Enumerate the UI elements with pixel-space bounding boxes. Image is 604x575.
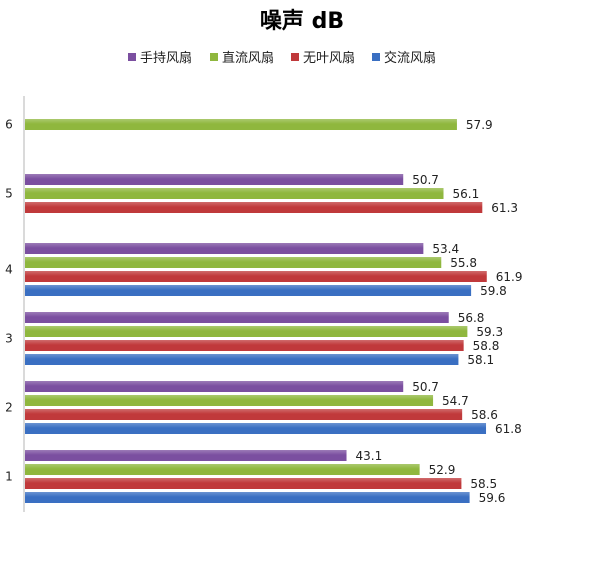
bar [25, 257, 442, 268]
y-tick-label: 2 [5, 401, 13, 415]
data-label: 50.7 [412, 173, 439, 187]
bar [25, 478, 462, 489]
bar [25, 271, 487, 282]
data-label: 59.8 [480, 284, 507, 298]
legend-swatch [128, 53, 136, 61]
bar [25, 464, 420, 475]
bar [25, 381, 404, 392]
data-label: 54.7 [442, 394, 469, 408]
y-tick-label: 1 [5, 470, 13, 484]
bar [25, 188, 444, 199]
y-tick-label: 5 [5, 187, 13, 201]
bar [25, 174, 404, 185]
y-tick-label: 3 [5, 332, 13, 346]
bar [25, 423, 487, 434]
data-label: 52.9 [429, 463, 456, 477]
legend-swatch [291, 53, 299, 61]
legend-swatch [210, 53, 218, 61]
data-label: 61.9 [496, 270, 523, 284]
data-label: 53.4 [432, 242, 459, 256]
data-label: 56.1 [453, 187, 480, 201]
data-label: 43.1 [356, 449, 383, 463]
legend-label: 交流风扇 [384, 50, 436, 66]
legend-label: 无叶风扇 [303, 50, 355, 66]
y-tick-label: 6 [5, 118, 13, 132]
legend: 手持风扇 直流风扇 无叶风扇 交流风扇 [128, 50, 436, 66]
legend-label: 手持风扇 [140, 50, 192, 66]
bar [25, 395, 434, 406]
bar [25, 340, 464, 351]
bar [25, 492, 470, 503]
legend-label: 直流风扇 [222, 50, 274, 66]
data-label: 61.3 [491, 201, 518, 215]
data-label: 58.1 [467, 353, 494, 367]
data-label: 59.6 [479, 491, 506, 505]
data-label: 59.3 [476, 325, 503, 339]
data-label: 58.6 [471, 408, 498, 422]
bar [25, 312, 449, 323]
bar [25, 450, 347, 461]
data-label: 56.8 [458, 311, 485, 325]
legend-swatch [372, 53, 380, 61]
data-label: 55.8 [450, 256, 477, 270]
data-label: 58.8 [473, 339, 500, 353]
data-label: 50.7 [412, 380, 439, 394]
y-tick-label: 4 [5, 263, 13, 277]
data-label: 57.9 [466, 118, 493, 132]
bar [25, 202, 483, 213]
bar [25, 354, 459, 365]
bar [25, 285, 472, 296]
data-label: 61.8 [495, 422, 522, 436]
chart-title: 噪声 dB [260, 9, 344, 34]
bar [25, 119, 457, 130]
data-label: 58.5 [470, 477, 497, 491]
bar [25, 409, 463, 420]
bar [25, 243, 424, 254]
bar [25, 326, 468, 337]
plot-area: 143.152.958.559.6250.754.758.661.8356.85… [5, 118, 522, 506]
